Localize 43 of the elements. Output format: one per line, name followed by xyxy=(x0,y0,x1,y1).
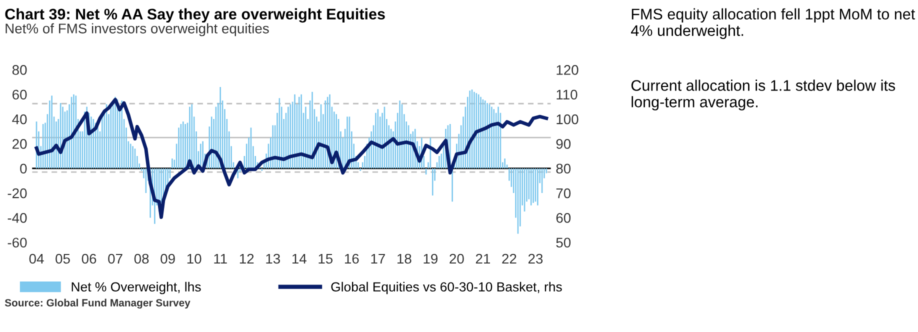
x-tick-label: 09 xyxy=(160,254,175,264)
y2-tick-label: 50 xyxy=(556,238,571,248)
chart-subtitle: Net% of FMS investors overweight equities xyxy=(6,23,269,36)
chart-title: Chart 39: Net % AA Say they are overweight Equities xyxy=(5,8,385,23)
text: Current allocation is 1.1 stdev below its long-term average. xyxy=(631,80,896,110)
x-tick-label: 15 xyxy=(318,254,333,264)
y2-tick-label: 60 xyxy=(556,213,571,223)
x-tick-label: 13 xyxy=(266,254,280,264)
x-tick-label: 05 xyxy=(56,254,70,264)
y-tick-label: 20 xyxy=(12,139,27,149)
x-tick-label: 17 xyxy=(371,254,385,264)
x-tick-label: 04 xyxy=(29,254,44,264)
y-tick-label: -60 xyxy=(8,238,27,248)
x-tick-label: 08 xyxy=(134,254,149,264)
x-tick-label: 19 xyxy=(424,254,438,264)
y2-tick-label: 110 xyxy=(556,90,578,100)
x-tick-label: 18 xyxy=(398,254,412,264)
y-tick-label: 0 xyxy=(20,164,27,174)
y2-tick-label: 120 xyxy=(556,65,578,75)
x-tick-label: 06 xyxy=(82,254,96,264)
y-tick-label: -20 xyxy=(8,188,27,198)
y-tick-label: -40 xyxy=(8,213,27,223)
y2-tick-label: 100 xyxy=(556,114,578,124)
legend-label: Global Equities vs 60-30-10 Basket, rhs xyxy=(331,282,562,294)
x-tick-label: 07 xyxy=(108,254,122,264)
y-tick-label: 40 xyxy=(12,114,27,124)
y2-tick-label: 80 xyxy=(556,164,571,174)
x-tick-label: 11 xyxy=(214,254,227,264)
legend-label: Net % Overweight, lhs xyxy=(72,282,201,294)
x-tick-label: 12 xyxy=(240,254,254,264)
y2-tick-label: 90 xyxy=(556,139,571,149)
source-note: Source: Global Fund Manager Survey xyxy=(4,298,190,309)
x-tick-label: 23 xyxy=(528,254,543,264)
y-tick-label: 60 xyxy=(12,90,27,100)
text: FMS equity allocation fell 1ppt MoM to net 4% underweight. xyxy=(631,8,916,39)
y2-tick-label: 70 xyxy=(556,188,571,198)
x-tick-label: 22 xyxy=(502,254,516,264)
x-tick-label: 14 xyxy=(292,254,306,264)
x-tick-label: 20 xyxy=(450,254,464,264)
x-tick-label: 21 xyxy=(476,254,490,264)
x-tick-label: 16 xyxy=(344,254,359,264)
x-tick-label: 10 xyxy=(187,254,202,264)
y-tick-label: 80 xyxy=(12,65,27,75)
